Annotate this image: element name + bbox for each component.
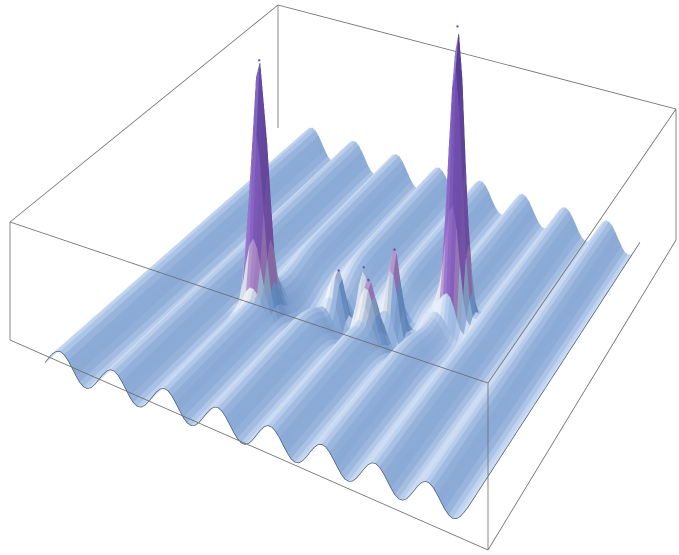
bounding-box-back (9, 4, 677, 340)
surface-mesh (44, 25, 641, 520)
box-edge (277, 4, 677, 110)
box-edge (9, 4, 279, 223)
